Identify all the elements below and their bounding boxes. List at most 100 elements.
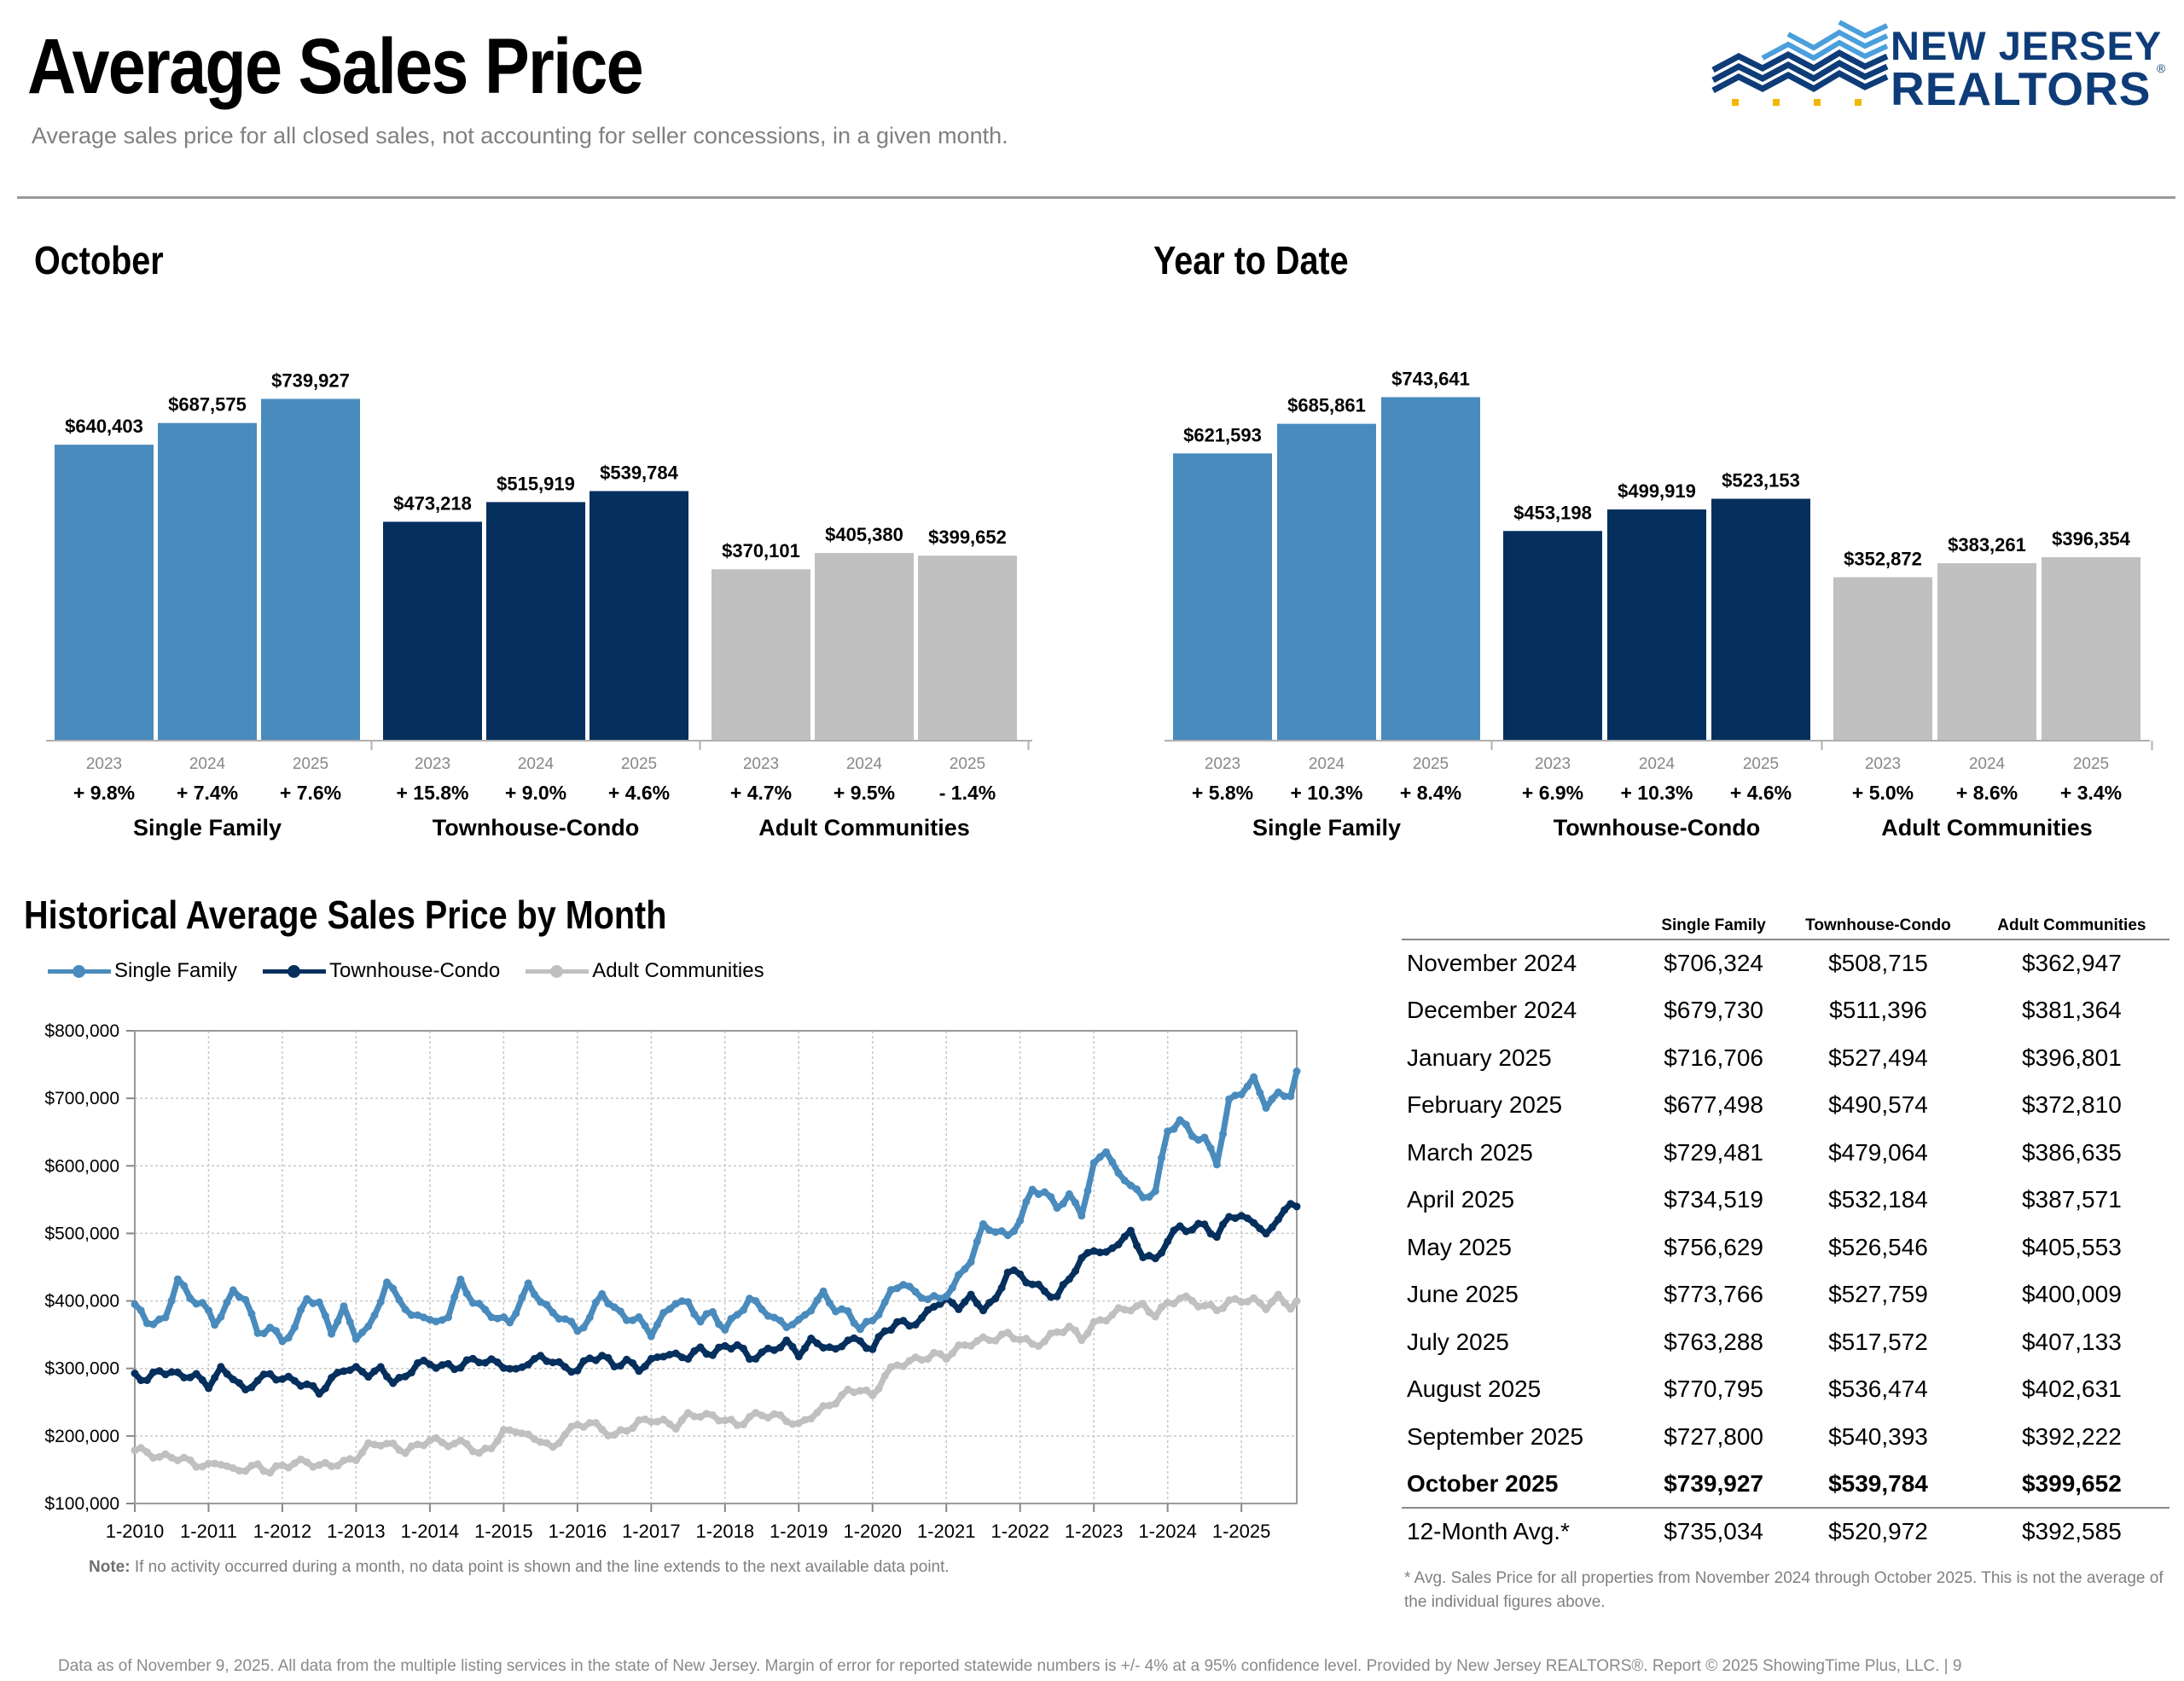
line-point-adult-communities (715, 1416, 723, 1425)
bar-change-label: + 8.6% (1956, 782, 2018, 804)
line-point-single-family (136, 1306, 145, 1315)
line-point-single-family (610, 1303, 619, 1312)
line-point-adult-communities (721, 1416, 729, 1425)
line-point-townhouse-condo (358, 1367, 367, 1376)
line-point-adult-communities (142, 1448, 151, 1457)
line-point-townhouse-condo (825, 1343, 834, 1352)
table-cell-townhouse-condo: $532,184 (1828, 1186, 1928, 1213)
line-point-townhouse-condo (1182, 1227, 1190, 1236)
line-point-townhouse-condo (376, 1363, 385, 1371)
line-point-townhouse-condo (863, 1344, 871, 1352)
line-point-single-family (899, 1281, 908, 1289)
line-point-adult-communities (850, 1388, 858, 1397)
line-point-single-family (1170, 1125, 1178, 1133)
line-point-townhouse-condo (290, 1376, 299, 1385)
line-point-adult-communities (499, 1426, 508, 1434)
line-point-single-family (155, 1315, 164, 1323)
bar-value-label: $685,861 (1287, 395, 1366, 416)
table-row: March 2025 $729,481 $479,064 $386,635 (1402, 1129, 2169, 1177)
line-point-single-family (259, 1329, 268, 1338)
line-point-townhouse-condo (229, 1376, 237, 1384)
line-point-single-family (641, 1322, 649, 1330)
line-point-single-family (1268, 1095, 1276, 1103)
line-point-adult-communities (475, 1449, 484, 1457)
table-row: November 2024 $706,324 $508,715 $362,947 (1402, 939, 2169, 987)
bar-single-family-2024 (1277, 423, 1376, 740)
line-point-townhouse-condo (850, 1334, 858, 1342)
line-point-single-family (364, 1322, 373, 1330)
line-point-townhouse-condo (506, 1364, 514, 1373)
line-point-single-family (1274, 1088, 1282, 1096)
line-point-single-family (1059, 1200, 1067, 1208)
line-point-single-family (936, 1294, 944, 1303)
line-point-single-family (1158, 1154, 1165, 1162)
bar-change-label: + 10.3% (1290, 782, 1362, 804)
line-point-adult-communities (733, 1421, 741, 1429)
line-x-tick-label: 1-2018 (696, 1521, 755, 1542)
line-y-tick-label: $800,000 (44, 1021, 119, 1041)
line-point-single-family (235, 1293, 243, 1301)
bar-group-label: Adult Communities (758, 815, 970, 840)
line-point-adult-communities (1250, 1294, 1258, 1302)
line-point-townhouse-condo (198, 1376, 206, 1384)
line-point-adult-communities (1164, 1299, 1172, 1307)
line-point-townhouse-condo (1120, 1232, 1129, 1241)
bar-adult-communities-2025 (918, 555, 1017, 740)
bar-townhouse-condo-2023 (1503, 531, 1602, 740)
line-point-adult-communities (383, 1440, 391, 1448)
line-point-townhouse-condo (1164, 1237, 1172, 1246)
line-point-adult-communities (955, 1341, 963, 1349)
line-point-adult-communities (414, 1440, 421, 1449)
line-point-single-family (1139, 1193, 1147, 1201)
bar-townhouse-condo-2025 (590, 491, 688, 740)
line-plot-frame (134, 1030, 1298, 1504)
line-point-townhouse-condo (905, 1322, 914, 1330)
line-point-townhouse-condo (610, 1363, 619, 1370)
page-title: Average Sales Price (27, 23, 644, 110)
line-point-townhouse-condo (1274, 1215, 1282, 1224)
line-point-adult-communities (844, 1385, 852, 1393)
bar-group-label: Single Family (1252, 815, 1401, 840)
line-point-single-family (555, 1315, 563, 1323)
table-cell-single-family: $677,498 (1664, 1091, 1763, 1119)
bar-change-label: + 9.0% (505, 782, 566, 804)
line-point-adult-communities (235, 1467, 243, 1475)
line-point-adult-communities (690, 1412, 699, 1421)
line-point-single-family (468, 1299, 477, 1307)
line-point-adult-communities (229, 1464, 237, 1472)
table-cell-townhouse-condo: $520,972 (1782, 1507, 1974, 1556)
line-x-tick-label: 1-2019 (770, 1521, 828, 1542)
bar-value-label: $473,218 (393, 492, 472, 514)
bar-townhouse-condo-2023 (383, 521, 482, 740)
line-point-townhouse-condo (985, 1299, 994, 1307)
bar-single-family-2025 (1381, 397, 1480, 740)
bar-change-label: + 5.8% (1192, 782, 1253, 804)
line-point-single-family (1188, 1132, 1196, 1140)
line-point-townhouse-condo (776, 1343, 785, 1352)
line-point-adult-communities (598, 1425, 607, 1434)
line-point-single-family (561, 1315, 569, 1323)
line-point-single-family (487, 1313, 496, 1322)
line-point-single-family (247, 1310, 256, 1318)
line-point-adult-communities (592, 1418, 600, 1427)
line-point-townhouse-condo (351, 1363, 360, 1371)
line-point-single-family (1262, 1104, 1270, 1112)
table-cell-adult-communities: $392,585 (1973, 1507, 2169, 1556)
line-point-adult-communities (506, 1426, 514, 1434)
bar-group-label: Townhouse-Condo (1554, 815, 1760, 840)
line-point-adult-communities (1206, 1300, 1215, 1309)
bar-year-label: 2024 (1309, 755, 1345, 773)
bar-change-label: + 5.0% (1852, 782, 1914, 804)
line-point-townhouse-condo (211, 1374, 219, 1381)
line-point-single-family (1281, 1092, 1289, 1101)
line-point-townhouse-condo (180, 1373, 189, 1381)
line-point-single-family (1003, 1231, 1012, 1240)
line-point-townhouse-condo (364, 1373, 373, 1381)
table-cell-adult-communities: $396,801 (2021, 1044, 2122, 1071)
line-point-adult-communities (1182, 1292, 1190, 1300)
line-point-adult-communities (131, 1446, 139, 1455)
line-point-townhouse-condo (807, 1335, 816, 1342)
line-point-townhouse-condo (1059, 1281, 1067, 1289)
line-point-single-family (1095, 1153, 1104, 1161)
line-point-townhouse-condo (407, 1369, 415, 1377)
